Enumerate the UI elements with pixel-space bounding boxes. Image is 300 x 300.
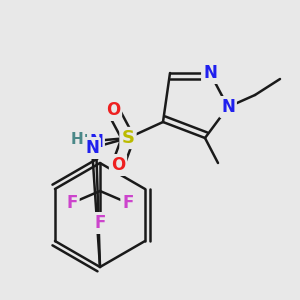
Text: F: F bbox=[122, 194, 134, 212]
Text: N: N bbox=[85, 139, 99, 157]
Text: N: N bbox=[89, 133, 103, 151]
Text: O: O bbox=[111, 156, 125, 174]
Text: H: H bbox=[70, 133, 83, 148]
Text: H: H bbox=[76, 134, 88, 149]
Text: F: F bbox=[94, 214, 106, 232]
Text: N: N bbox=[203, 64, 217, 82]
Text: F: F bbox=[66, 194, 78, 212]
Text: O: O bbox=[106, 101, 120, 119]
Text: S: S bbox=[122, 129, 134, 147]
Text: N: N bbox=[221, 98, 235, 116]
